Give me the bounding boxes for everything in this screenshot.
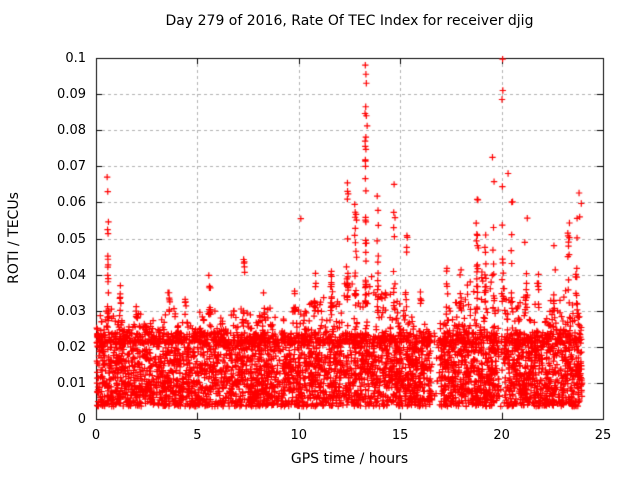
- x-tick-label: 0: [91, 428, 101, 443]
- y-tick-label: 0.05: [57, 231, 86, 247]
- x-tick-label: 5: [193, 428, 202, 443]
- x-tick-label: 25: [594, 428, 612, 443]
- y-tick-label: 0.03: [57, 303, 86, 319]
- y-tick-label: 0.04: [57, 267, 86, 283]
- y-tick-label: 0.07: [57, 159, 86, 175]
- chart-title: Day 279 of 2016, Rate Of TEC Index for r…: [165, 13, 534, 29]
- x-tick-label: 20: [493, 428, 510, 443]
- y-tick-label: 0.08: [57, 123, 86, 139]
- y-tick-label: 0.06: [57, 195, 86, 211]
- y-tick-label: 0.02: [57, 339, 86, 355]
- y-tick-label: 0.01: [57, 375, 86, 391]
- x-axis-label: GPS time / hours: [290, 451, 409, 467]
- y-tick-label: 0.1: [65, 51, 86, 66]
- y-tick-label: 0: [77, 412, 86, 427]
- x-tick-label: 15: [391, 428, 409, 443]
- x-tick-label: 10: [290, 428, 308, 443]
- y-tick-label: 0.09: [57, 87, 86, 103]
